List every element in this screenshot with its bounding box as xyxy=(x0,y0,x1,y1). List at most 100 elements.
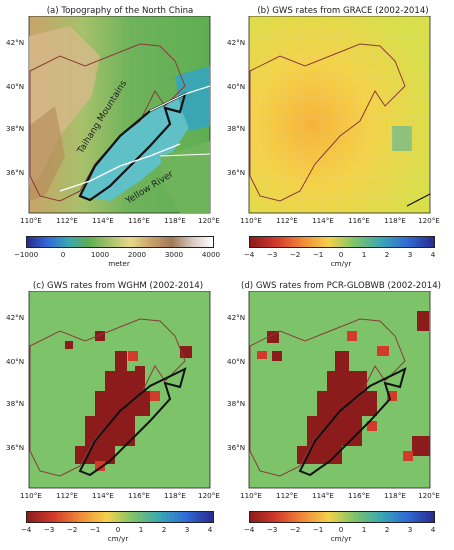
panel-d-title: (d) GWS rates from PCR-GLOBWB (2002-2014… xyxy=(241,281,442,291)
lat-tick: 38°N xyxy=(227,399,246,408)
grace-map xyxy=(248,16,431,214)
gws-colorbar xyxy=(249,236,435,248)
panel-a-title: (a) Topography of the North China xyxy=(46,6,194,16)
highland-region xyxy=(29,106,65,201)
cbar-tick: 2 xyxy=(161,525,167,534)
north-china-plain xyxy=(80,94,190,201)
lon-tick: 112°E xyxy=(276,491,298,500)
lat-tick: 42°N xyxy=(227,313,246,322)
lon-tick: 110°E xyxy=(20,216,42,225)
lat-tick: 36°N xyxy=(227,443,246,452)
cbar-tick: 4 xyxy=(207,525,213,534)
cbar-tick: 4 xyxy=(430,250,436,259)
lat-tick: 40°N xyxy=(227,357,246,366)
lon-tick: 120°E xyxy=(198,491,220,500)
cbar-tick: −3 xyxy=(266,250,278,259)
lon-tick: 110°E xyxy=(240,216,262,225)
lon-tick: 112°E xyxy=(56,491,78,500)
lat-tick: 42°N xyxy=(6,38,25,47)
basin-boundary xyxy=(29,318,186,477)
lat-tick: 36°N xyxy=(6,443,25,452)
cbar-unit: cm/yr xyxy=(330,534,352,543)
gws-colorbar xyxy=(26,511,214,523)
topo-colorbar xyxy=(26,236,214,248)
lon-tick: 118°E xyxy=(384,491,406,500)
plain-boundary xyxy=(78,91,187,202)
lon-tick: 120°E xyxy=(198,216,220,225)
lat-tick: 38°N xyxy=(6,124,25,133)
cbar-tick: 2 xyxy=(384,525,390,534)
lat-tick: 36°N xyxy=(6,168,25,177)
basin-boundary xyxy=(249,318,406,477)
pcr-globwb-map xyxy=(248,291,431,489)
cbar-tick: −1 xyxy=(89,525,101,534)
cbar-tick: −1000 xyxy=(13,250,39,259)
cbar-tick: 0 xyxy=(338,525,344,534)
coast-line xyxy=(406,193,431,207)
lat-tick: 40°N xyxy=(6,82,25,91)
basin-boundary xyxy=(249,43,406,202)
yellow-river xyxy=(59,143,181,192)
cbar-tick: 0 xyxy=(115,525,121,534)
cbar-unit: meter xyxy=(108,259,130,268)
lon-tick: 114°E xyxy=(312,216,334,225)
panel-c: (c) GWS rates from WGHM (2002-2014) 42°N… xyxy=(0,275,227,550)
plain-boundary xyxy=(78,367,187,477)
panel-b-title: (b) GWS rates from GRACE (2002-2014) xyxy=(257,6,429,16)
topography-map: Taihang Mountains Yellow River xyxy=(28,16,211,214)
grace-blue-cell xyxy=(392,126,412,151)
lon-tick: 116°E xyxy=(348,491,370,500)
lon-tick: 116°E xyxy=(348,216,370,225)
cbar-tick: 0 xyxy=(338,250,344,259)
cbar-tick: −2 xyxy=(66,525,78,534)
lon-tick: 120°E xyxy=(418,216,440,225)
lat-tick: 40°N xyxy=(227,82,246,91)
cbar-unit: cm/yr xyxy=(107,534,129,543)
lon-tick: 114°E xyxy=(92,216,114,225)
cbar-tick: −4 xyxy=(20,525,32,534)
lon-tick: 120°E xyxy=(418,491,440,500)
lon-tick: 116°E xyxy=(128,491,150,500)
lon-tick: 118°E xyxy=(164,216,186,225)
panel-b: (b) GWS rates from GRACE (2002-2014) 42°… xyxy=(227,0,454,270)
cbar-tick: −4 xyxy=(243,525,255,534)
cbar-tick: −2 xyxy=(289,525,301,534)
cbar-tick: 3 xyxy=(184,525,190,534)
cbar-tick: 2000 xyxy=(127,250,147,259)
map-frame xyxy=(248,16,431,214)
sea-area-south xyxy=(160,141,210,213)
lon-tick: 118°E xyxy=(384,216,406,225)
lat-tick: 40°N xyxy=(6,357,25,366)
cbar-tick: 2 xyxy=(384,250,390,259)
gws-colorbar xyxy=(249,511,435,523)
lon-tick: 112°E xyxy=(56,216,78,225)
lon-tick: 116°E xyxy=(128,216,150,225)
lon-tick: 110°E xyxy=(240,491,262,500)
cbar-tick: −1 xyxy=(312,250,324,259)
panel-c-title: (c) GWS rates from WGHM (2002-2014) xyxy=(32,281,204,291)
cbar-tick: −3 xyxy=(43,525,55,534)
cbar-tick: −1 xyxy=(312,525,324,534)
pcr-red-cells xyxy=(257,331,413,461)
cbar-tick: 4 xyxy=(430,525,436,534)
coast-line xyxy=(149,85,211,112)
lon-tick: 114°E xyxy=(312,491,334,500)
lon-tick: 118°E xyxy=(164,491,186,500)
basin-boundary xyxy=(29,43,186,202)
wghm-map xyxy=(28,291,211,489)
panel-a: (a) Topography of the North China Taihan… xyxy=(0,0,227,270)
cbar-tick: 1 xyxy=(361,525,367,534)
lat-tick: 42°N xyxy=(227,38,246,47)
lon-tick: 110°E xyxy=(20,491,42,500)
panel-d: (d) GWS rates from PCR-GLOBWB (2002-2014… xyxy=(227,275,454,550)
river-annotation-line xyxy=(159,153,211,157)
cbar-tick: 0 xyxy=(60,250,66,259)
cbar-unit: cm/yr xyxy=(330,259,352,268)
cbar-tick: 1 xyxy=(138,525,144,534)
lat-tick: 42°N xyxy=(6,313,25,322)
cbar-tick: −4 xyxy=(243,250,255,259)
cbar-tick: 1000 xyxy=(90,250,110,259)
wghm-red-cells xyxy=(95,351,160,471)
lon-tick: 112°E xyxy=(276,216,298,225)
lon-tick: 114°E xyxy=(92,491,114,500)
